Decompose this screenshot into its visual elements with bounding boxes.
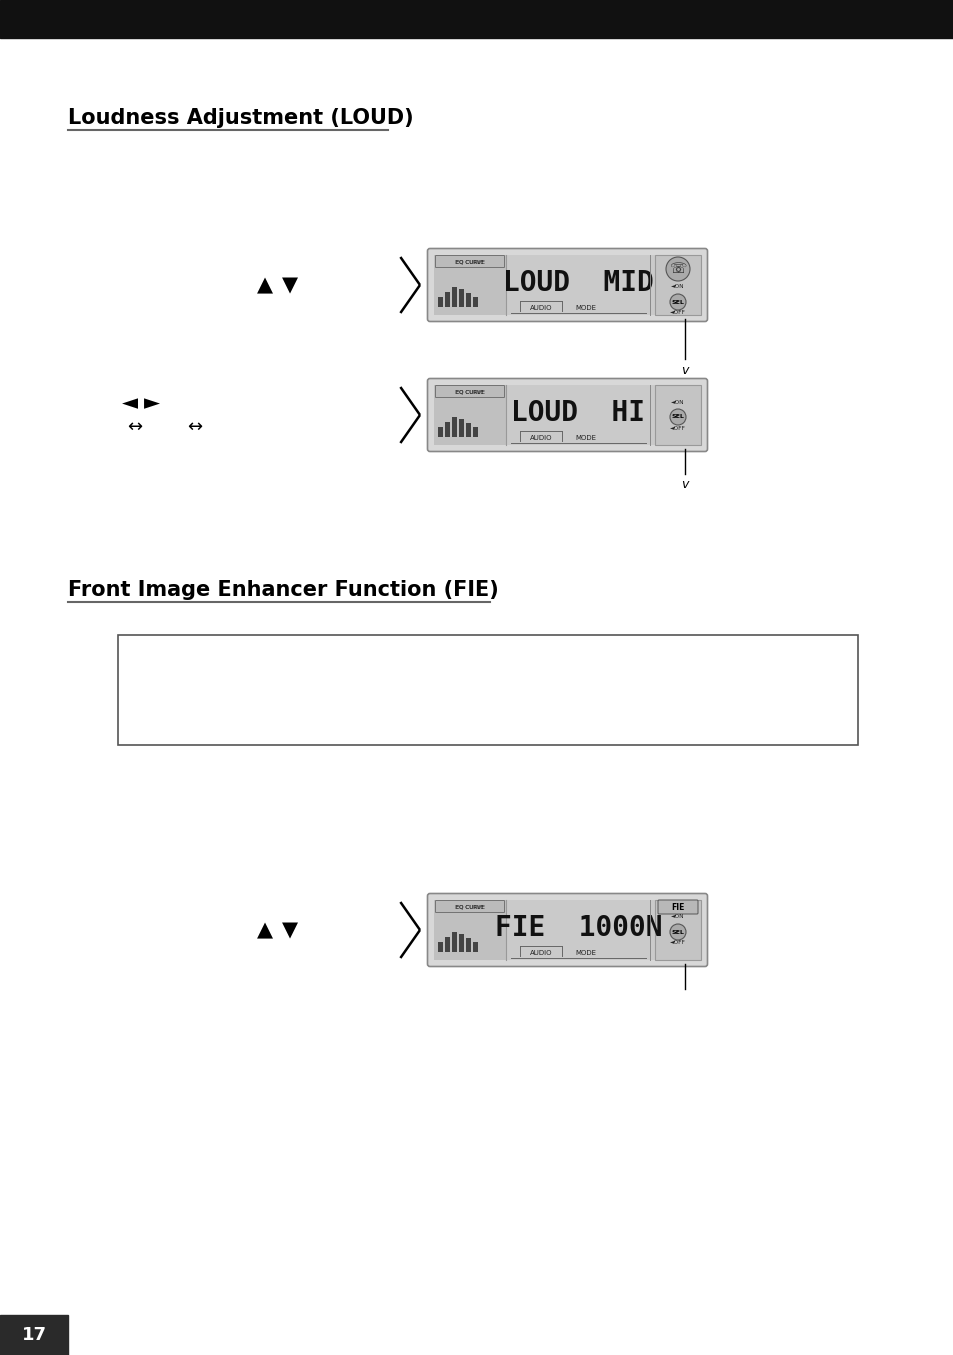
Text: EQ CURVE: EQ CURVE: [455, 905, 484, 909]
Bar: [434, 255, 505, 314]
Bar: [0, 1314, 68, 1355]
Bar: [465, 423, 471, 438]
Text: SEL: SEL: [671, 299, 683, 305]
Text: MODE: MODE: [575, 305, 596, 312]
Text: LOUD  MID: LOUD MID: [502, 270, 653, 297]
Bar: [458, 419, 463, 438]
Bar: [434, 385, 505, 444]
Text: SEL: SEL: [671, 415, 683, 420]
FancyBboxPatch shape: [435, 386, 504, 397]
Text: EQ CURVE: EQ CURVE: [456, 905, 483, 909]
Text: MODE: MODE: [575, 950, 596, 957]
Bar: [0, 0, 953, 38]
Bar: [437, 297, 442, 308]
Text: ▲: ▲: [256, 920, 273, 940]
Bar: [655, 900, 700, 959]
Bar: [458, 934, 463, 953]
Text: LOUD  HI: LOUD HI: [511, 398, 645, 427]
Bar: [655, 255, 700, 314]
Bar: [434, 900, 700, 959]
Bar: [473, 427, 477, 438]
Text: ◄: ◄: [122, 393, 138, 413]
Text: ◄OFF: ◄OFF: [669, 310, 685, 316]
Bar: [444, 938, 450, 953]
Text: ▼: ▼: [282, 275, 297, 295]
FancyBboxPatch shape: [435, 256, 504, 267]
Text: ◄OFF: ◄OFF: [669, 425, 685, 431]
Text: MODE: MODE: [575, 435, 596, 440]
Text: EQ CURVE: EQ CURVE: [456, 389, 483, 394]
Text: EQ CURVE: EQ CURVE: [455, 260, 484, 264]
Bar: [434, 900, 505, 959]
Bar: [465, 938, 471, 953]
Bar: [437, 942, 442, 953]
Text: ►: ►: [144, 393, 160, 413]
Bar: [452, 932, 456, 953]
Text: ▼: ▼: [282, 920, 297, 940]
Circle shape: [669, 924, 685, 940]
Text: 17: 17: [22, 1327, 47, 1344]
Bar: [434, 385, 700, 444]
Bar: [437, 427, 442, 438]
Text: ↔: ↔: [128, 417, 142, 436]
Bar: [118, 635, 857, 745]
Text: FIE: FIE: [671, 902, 684, 912]
Text: SEL: SEL: [671, 930, 683, 935]
Bar: [655, 385, 700, 444]
Bar: [473, 942, 477, 953]
Text: Front Image Enhancer Function (FIE): Front Image Enhancer Function (FIE): [68, 580, 498, 600]
Text: v: v: [680, 364, 688, 378]
Text: ◄OFF: ◄OFF: [669, 940, 685, 946]
Text: EQ CURVE: EQ CURVE: [455, 389, 484, 394]
Text: ◄ON: ◄ON: [671, 915, 684, 920]
Bar: [452, 287, 456, 308]
Text: ☏: ☏: [669, 262, 686, 276]
FancyBboxPatch shape: [427, 893, 707, 966]
FancyBboxPatch shape: [427, 248, 707, 321]
Text: ◄ON: ◄ON: [671, 285, 684, 290]
Circle shape: [665, 257, 689, 280]
Bar: [444, 421, 450, 438]
Bar: [473, 297, 477, 308]
FancyBboxPatch shape: [658, 900, 698, 915]
Text: Loudness Adjustment (LOUD): Loudness Adjustment (LOUD): [68, 108, 414, 127]
Text: AUDIO: AUDIO: [529, 435, 552, 440]
Text: AUDIO: AUDIO: [529, 950, 552, 957]
Bar: [465, 293, 471, 308]
Bar: [444, 291, 450, 308]
Text: AUDIO: AUDIO: [529, 305, 552, 312]
Circle shape: [669, 409, 685, 425]
FancyBboxPatch shape: [427, 378, 707, 451]
Bar: [434, 255, 700, 314]
Bar: [458, 289, 463, 308]
Text: v: v: [680, 477, 688, 491]
Circle shape: [669, 294, 685, 310]
Text: FIE  1000N: FIE 1000N: [495, 915, 661, 942]
Text: ◄ON: ◄ON: [671, 400, 684, 405]
Text: ↔: ↔: [187, 417, 202, 436]
FancyBboxPatch shape: [435, 901, 504, 912]
Bar: [452, 417, 456, 438]
Text: ▲: ▲: [256, 275, 273, 295]
Text: EQ CURVE: EQ CURVE: [456, 260, 483, 264]
